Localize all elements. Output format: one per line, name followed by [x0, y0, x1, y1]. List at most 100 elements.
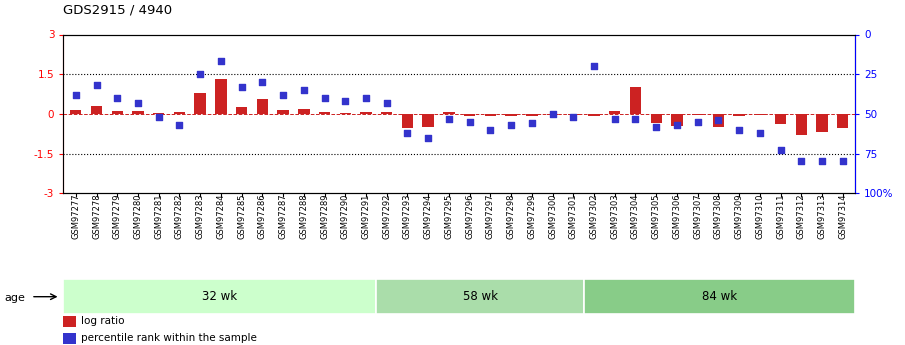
Text: log ratio: log ratio	[81, 316, 124, 326]
Bar	[70, 110, 81, 114]
Point	[442, 116, 456, 121]
FancyBboxPatch shape	[585, 279, 855, 314]
Text: GSM97306: GSM97306	[672, 193, 681, 239]
Point	[794, 159, 808, 164]
Point	[421, 135, 435, 140]
FancyBboxPatch shape	[63, 279, 376, 314]
Text: GSM97281: GSM97281	[154, 193, 163, 239]
Text: 32 wk: 32 wk	[202, 290, 237, 303]
Text: percentile rank within the sample: percentile rank within the sample	[81, 334, 257, 344]
Text: GSM97300: GSM97300	[548, 193, 557, 239]
Bar	[381, 112, 393, 114]
Bar	[630, 87, 641, 114]
Text: GSM97298: GSM97298	[507, 193, 516, 239]
Point	[358, 95, 373, 101]
Bar	[485, 114, 496, 116]
Text: GSM97305: GSM97305	[652, 193, 661, 239]
Text: GSM97288: GSM97288	[300, 193, 309, 239]
Bar	[651, 114, 662, 123]
Point	[753, 130, 767, 136]
Bar	[588, 114, 600, 116]
Bar	[215, 79, 226, 114]
Point	[732, 127, 747, 132]
Bar	[402, 114, 414, 128]
Bar	[63, 315, 76, 327]
Text: GSM97283: GSM97283	[195, 193, 205, 239]
Bar	[257, 99, 268, 114]
FancyBboxPatch shape	[376, 279, 585, 314]
Bar	[609, 111, 621, 114]
Point	[546, 111, 560, 117]
Text: GDS2915 / 4940: GDS2915 / 4940	[63, 3, 173, 17]
Text: GSM97292: GSM97292	[382, 193, 391, 239]
Point	[586, 63, 601, 69]
Bar	[816, 114, 828, 132]
Text: GSM97301: GSM97301	[569, 193, 577, 239]
Point	[774, 148, 788, 153]
Text: GSM97309: GSM97309	[735, 193, 744, 239]
Text: 58 wk: 58 wk	[462, 290, 498, 303]
Point	[338, 98, 353, 104]
Point	[69, 92, 83, 98]
Text: GSM97291: GSM97291	[361, 193, 370, 239]
Bar	[443, 112, 454, 114]
Text: GSM97307: GSM97307	[693, 193, 702, 239]
Text: GSM97295: GSM97295	[444, 193, 453, 239]
Text: GSM97284: GSM97284	[216, 193, 225, 239]
Point	[379, 100, 394, 106]
Text: GSM97293: GSM97293	[403, 193, 412, 239]
Bar	[132, 111, 144, 114]
Bar	[298, 109, 310, 114]
Bar	[90, 107, 102, 114]
Bar	[319, 112, 330, 114]
Bar	[278, 110, 289, 114]
Point	[172, 122, 186, 128]
Bar	[672, 114, 682, 126]
Bar	[111, 111, 123, 114]
Bar	[423, 114, 433, 127]
Point	[193, 71, 207, 77]
Point	[628, 116, 643, 121]
Bar	[174, 112, 186, 114]
Point	[130, 100, 145, 106]
Point	[691, 119, 705, 125]
Text: GSM97299: GSM97299	[528, 193, 537, 239]
Bar	[526, 114, 538, 116]
Bar	[692, 114, 703, 115]
Text: GSM97285: GSM97285	[237, 193, 246, 239]
Point	[462, 119, 477, 125]
Text: GSM97310: GSM97310	[756, 193, 765, 239]
Point	[525, 121, 539, 126]
Bar	[754, 114, 766, 115]
Bar	[837, 114, 849, 128]
Text: GSM97303: GSM97303	[610, 193, 619, 239]
Text: GSM97313: GSM97313	[817, 193, 826, 239]
Text: GSM97296: GSM97296	[465, 193, 474, 239]
Point	[814, 159, 829, 164]
Bar	[63, 333, 76, 344]
Text: GSM97314: GSM97314	[838, 193, 847, 239]
Point	[297, 87, 311, 93]
Text: GSM97286: GSM97286	[258, 193, 267, 239]
Bar	[153, 112, 165, 114]
Text: GSM97294: GSM97294	[424, 193, 433, 239]
Text: GSM97287: GSM97287	[279, 193, 288, 239]
Text: GSM97290: GSM97290	[341, 193, 349, 239]
Bar	[505, 114, 517, 117]
Bar	[464, 114, 475, 116]
Text: 84 wk: 84 wk	[702, 290, 738, 303]
Bar	[195, 93, 205, 114]
Bar	[567, 114, 579, 115]
Point	[835, 159, 850, 164]
Point	[214, 59, 228, 64]
Text: GSM97289: GSM97289	[320, 193, 329, 239]
Point	[318, 95, 332, 101]
Bar	[733, 114, 745, 116]
Point	[400, 130, 414, 136]
Text: GSM97312: GSM97312	[796, 193, 805, 239]
Text: GSM97282: GSM97282	[175, 193, 184, 239]
Point	[90, 82, 104, 88]
Point	[711, 117, 726, 123]
Text: GSM97304: GSM97304	[631, 193, 640, 239]
Bar	[547, 114, 558, 115]
